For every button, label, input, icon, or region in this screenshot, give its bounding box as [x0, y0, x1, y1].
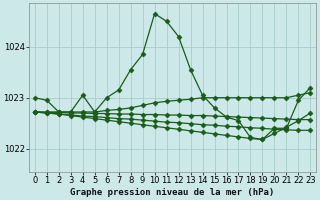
X-axis label: Graphe pression niveau de la mer (hPa): Graphe pression niveau de la mer (hPa)	[70, 188, 275, 197]
